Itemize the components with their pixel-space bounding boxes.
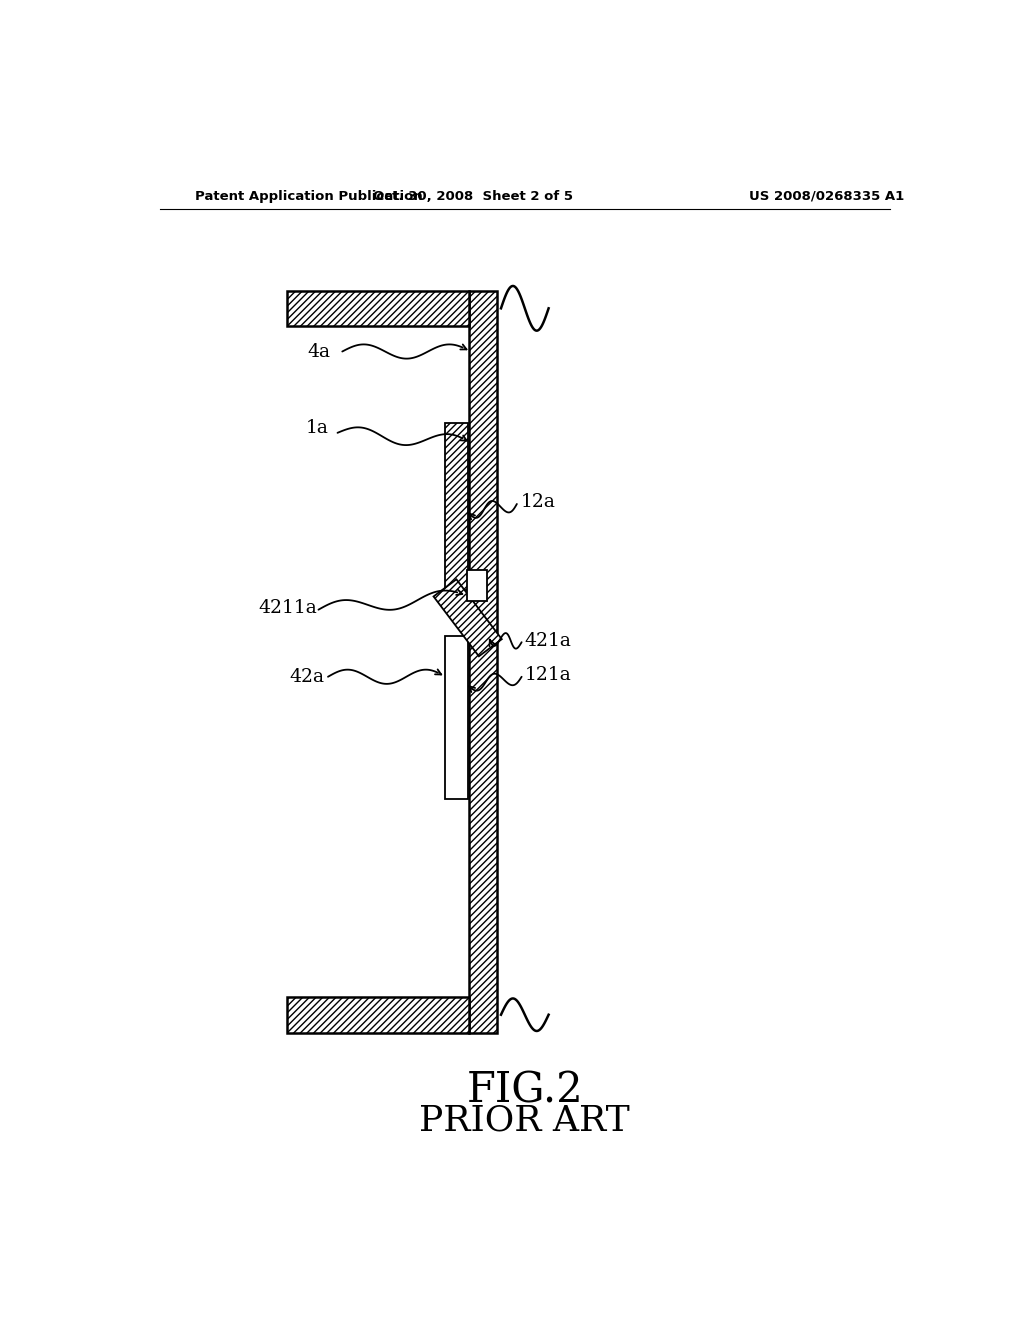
Bar bbox=[445, 422, 468, 590]
Text: PRIOR ART: PRIOR ART bbox=[420, 1104, 630, 1138]
Text: Oct. 30, 2008  Sheet 2 of 5: Oct. 30, 2008 Sheet 2 of 5 bbox=[373, 190, 573, 202]
Bar bbox=[445, 636, 468, 799]
Bar bbox=[287, 326, 469, 997]
Text: FIG.2: FIG.2 bbox=[466, 1069, 584, 1111]
Polygon shape bbox=[433, 579, 502, 656]
Text: 4a: 4a bbox=[307, 342, 331, 360]
Text: US 2008/0268335 A1: US 2008/0268335 A1 bbox=[749, 190, 904, 202]
Bar bbox=[467, 570, 486, 601]
Bar bbox=[469, 290, 497, 1032]
Bar bbox=[287, 290, 469, 326]
Text: 4211a: 4211a bbox=[258, 599, 316, 616]
Text: 1a: 1a bbox=[306, 418, 329, 437]
Text: 12a: 12a bbox=[521, 492, 556, 511]
Text: Patent Application Publication: Patent Application Publication bbox=[196, 190, 423, 202]
Bar bbox=[287, 997, 469, 1032]
Text: 421a: 421a bbox=[524, 632, 571, 651]
Text: 121a: 121a bbox=[524, 665, 571, 684]
Text: 42a: 42a bbox=[290, 668, 325, 686]
Bar bbox=[497, 290, 655, 997]
